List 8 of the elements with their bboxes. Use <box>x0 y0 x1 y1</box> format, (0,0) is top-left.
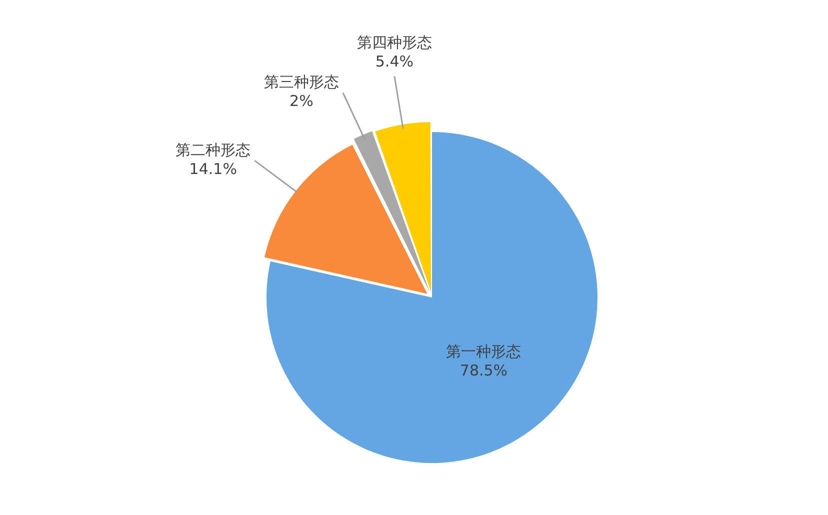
data-label: 78.5% <box>460 361 508 380</box>
data-label: 5.4% <box>375 52 414 71</box>
slice-label: 第三种形态 <box>264 73 339 92</box>
slice-label: 第二种形态 <box>176 140 251 159</box>
slice-label: 第一种形态 <box>446 342 522 360</box>
slice-label: 第四种形态 <box>356 34 432 52</box>
data-label: 14.1% <box>189 160 237 178</box>
data-label: 2% <box>290 92 314 110</box>
